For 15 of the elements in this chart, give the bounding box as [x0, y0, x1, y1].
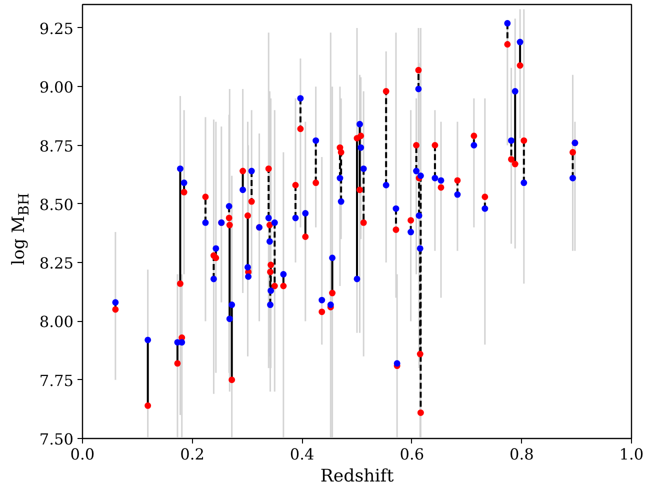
- y-tick-label: 7.50: [39, 430, 74, 448]
- y-tick-label: 8.00: [39, 313, 74, 332]
- x-tick-label: 0.2: [180, 446, 204, 464]
- x-tick-label: 0.6: [400, 446, 424, 464]
- x-tick-label: 0.0: [70, 446, 95, 464]
- y-tick-label: 8.25: [39, 254, 74, 273]
- x-axis-title: Redshift: [320, 466, 394, 486]
- y-tick-label: 7.75: [39, 372, 74, 390]
- x-tick-label: 0.8: [510, 446, 534, 464]
- y-tick-label: 9.25: [39, 20, 74, 38]
- x-tick-label: 1.0: [619, 446, 644, 464]
- y-tick-label: 8.50: [39, 196, 74, 214]
- y-tick-label: 9.00: [39, 78, 74, 97]
- y-tick-label: 8.75: [39, 137, 74, 156]
- x-tick-label: 0.4: [290, 446, 314, 464]
